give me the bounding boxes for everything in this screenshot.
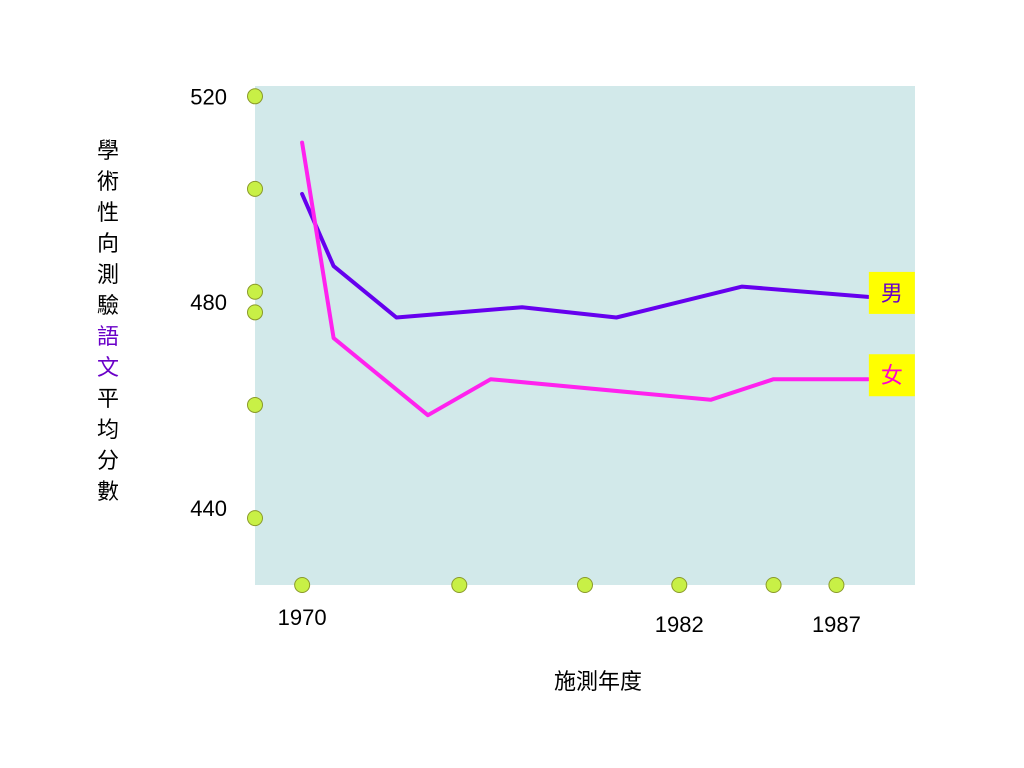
series-label-box <box>868 271 915 314</box>
y-axis-label-char: 數 <box>97 480 119 505</box>
series-label-box <box>868 354 915 397</box>
legend-layer: 男女 <box>868 271 915 397</box>
x-axis-label: 施測年度 <box>554 670 642 695</box>
y-axis-marker <box>247 88 263 105</box>
y-axis-label-char: 語 <box>97 325 119 350</box>
y-axis-label: 學術性向測驗語文平均分數 <box>97 139 119 505</box>
y-axis-label-char: 學 <box>97 139 119 164</box>
x-axis-marker <box>451 577 468 593</box>
y-axis-label-char: 向 <box>97 232 119 257</box>
y-axis-label-char: 術 <box>97 170 119 195</box>
series-line-1 <box>300 192 870 320</box>
x-tick-label: 1982 <box>655 612 704 637</box>
y-axis-marker <box>247 283 263 300</box>
marker-layer <box>247 88 845 593</box>
x-axis-marker <box>671 577 688 593</box>
y-axis-marker <box>247 510 263 527</box>
y-axis-label-char: 性 <box>97 201 119 226</box>
y-tick-label: 520 <box>190 84 227 109</box>
series-line-2 <box>300 140 870 418</box>
y-axis-label-char: 驗 <box>97 294 119 319</box>
x-axis-marker <box>294 577 311 593</box>
y-axis-label-char: 文 <box>97 356 119 381</box>
y-axis-label-char: 平 <box>97 387 119 412</box>
y-axis-marker <box>247 304 263 321</box>
plot-background <box>255 86 915 585</box>
y-tick-label: 480 <box>190 290 227 315</box>
x-tick-label: 1987 <box>812 612 861 637</box>
y-axis-marker <box>247 180 263 197</box>
series-label-text: 男 <box>881 282 903 307</box>
series-label-2: 女 <box>868 354 915 397</box>
tick-layer: 520 480 440 1970 1982 1987 <box>190 84 861 637</box>
x-axis-marker <box>765 577 782 593</box>
series-layer <box>300 140 870 418</box>
y-axis-label-char: 測 <box>97 263 119 288</box>
series-label-1: 男 <box>868 271 915 314</box>
y-axis-marker <box>247 396 263 413</box>
y-axis-label-char: 分 <box>97 449 119 474</box>
y-axis-label-char: 均 <box>97 418 119 443</box>
x-tick-label: 1970 <box>278 605 327 630</box>
x-axis-marker <box>828 577 845 593</box>
y-tick-label: 440 <box>190 496 227 521</box>
series-label-text: 女 <box>881 364 903 389</box>
x-axis-marker <box>577 577 593 593</box>
